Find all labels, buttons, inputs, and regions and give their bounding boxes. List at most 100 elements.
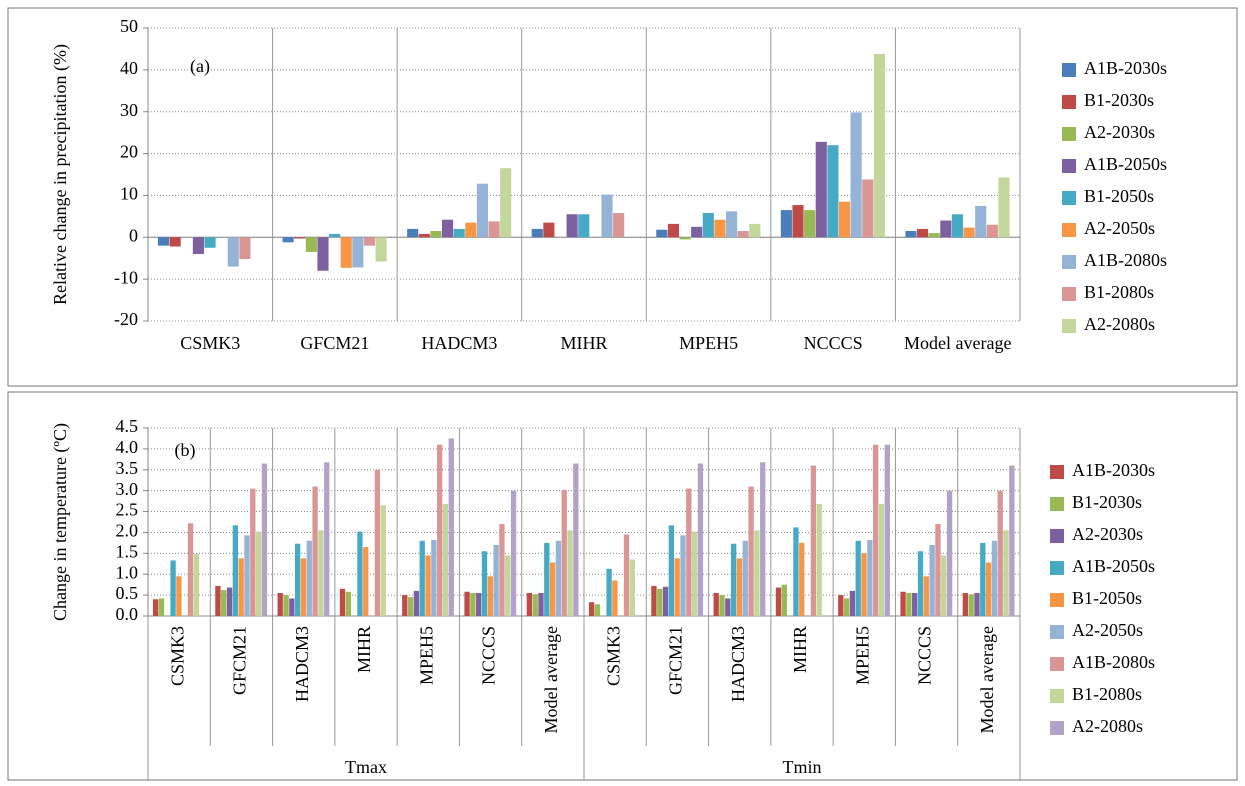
bar: [488, 221, 500, 238]
bar: [500, 168, 512, 238]
legend-label: A2-2030s: [1072, 524, 1143, 544]
bar: [951, 214, 964, 238]
bar: [407, 597, 414, 616]
bar: [668, 525, 675, 616]
x-tick-label: CSMK3: [180, 333, 240, 353]
legend-label: B1-2050s: [1072, 588, 1142, 608]
bar: [493, 544, 499, 616]
legend-label: B1-2030s: [1084, 90, 1154, 110]
bar: [418, 233, 430, 238]
bar: [702, 213, 714, 238]
bar: [329, 233, 341, 238]
bar: [912, 593, 918, 616]
bar: [613, 213, 625, 238]
bar: [862, 179, 874, 238]
bar: [431, 539, 437, 616]
bar: [573, 463, 579, 616]
bar: [255, 531, 262, 616]
bar: [855, 540, 861, 616]
bar: [726, 211, 738, 238]
bar: [380, 505, 386, 616]
bar: [470, 593, 476, 616]
bar: [736, 558, 743, 616]
bar: [448, 438, 454, 616]
bar: [780, 210, 792, 238]
bar: [623, 534, 630, 616]
legend-label: B1-2050s: [1084, 186, 1154, 206]
legend-swatch: [1062, 255, 1076, 269]
bar: [306, 540, 312, 616]
x-tick-label: NCCCS: [804, 333, 863, 353]
bar: [849, 590, 856, 616]
legend-label: A2-2080s: [1084, 314, 1155, 334]
bar: [465, 222, 477, 238]
bar: [532, 594, 538, 616]
bar: [1009, 465, 1015, 616]
y-tick-label: 2.0: [116, 521, 139, 541]
bar: [170, 560, 176, 616]
bar: [352, 237, 364, 268]
bar: [227, 237, 239, 267]
bar: [549, 562, 556, 616]
bar: [986, 224, 998, 238]
y-tick-label: 30: [120, 100, 138, 120]
bar: [158, 598, 165, 616]
x-tick-label: CSMK3: [167, 626, 187, 686]
x-tick-label: MIHR: [790, 626, 810, 673]
bar: [402, 595, 408, 616]
annotation: (b): [175, 440, 196, 461]
legend-label: B1-2080s: [1072, 684, 1142, 704]
bar: [674, 558, 680, 616]
x-tick-label: NCCCS: [915, 626, 935, 685]
bar: [544, 542, 550, 616]
legend-swatch: [1050, 721, 1064, 735]
bar: [873, 53, 885, 238]
bar: [339, 588, 346, 616]
bar: [974, 593, 980, 616]
annotation: (a): [190, 56, 210, 77]
bar: [282, 237, 294, 243]
bar: [578, 214, 590, 238]
bar: [441, 219, 454, 238]
bar: [407, 228, 419, 238]
legend-swatch: [1050, 593, 1064, 607]
bar: [193, 554, 199, 616]
x-tick-label: NCCCS: [479, 626, 499, 685]
bar: [419, 540, 425, 616]
bar: [713, 593, 719, 616]
legend-label: B1-2080s: [1084, 282, 1154, 302]
bar: [594, 604, 601, 616]
y-tick-label: 1.5: [116, 541, 139, 561]
legend-swatch: [1062, 191, 1076, 205]
bar: [324, 462, 330, 616]
bar: [561, 489, 567, 616]
bar: [277, 593, 283, 616]
legend-swatch: [1062, 63, 1076, 77]
bar: [827, 145, 839, 238]
bar: [691, 531, 698, 616]
x-tick-label: MIHR: [560, 333, 607, 353]
bar: [714, 219, 726, 238]
bar: [215, 585, 221, 616]
bar: [816, 504, 822, 616]
x-tick-label: Model average: [541, 626, 561, 733]
bar: [430, 231, 442, 238]
x-tick-label: MIHR: [354, 626, 374, 673]
bar: [476, 183, 488, 238]
bar: [363, 237, 376, 246]
bar: [998, 177, 1010, 238]
bar: [667, 223, 680, 238]
bar: [487, 576, 493, 616]
bar: [997, 490, 1003, 616]
panel-frame: [7, 391, 1238, 781]
bar: [935, 524, 941, 616]
legend-label: A2-2030s: [1084, 122, 1155, 142]
y-tick-label: 2.5: [116, 500, 139, 520]
bar: [312, 486, 318, 616]
y-tick-label: 50: [120, 16, 138, 36]
bar: [884, 444, 890, 616]
y-tick-label: -20: [114, 309, 138, 329]
y-tick-label: 4.0: [116, 437, 139, 457]
bar: [679, 237, 691, 240]
